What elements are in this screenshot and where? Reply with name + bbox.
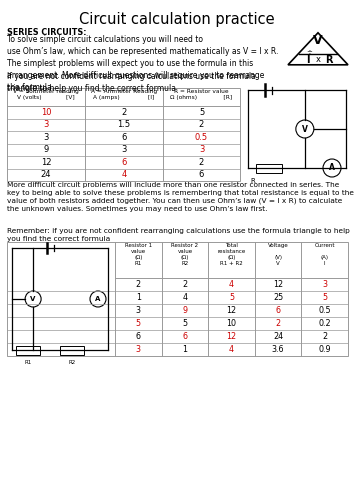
Text: 2: 2 [199, 158, 204, 167]
Text: 4: 4 [229, 280, 234, 289]
Text: 5: 5 [182, 319, 188, 328]
Circle shape [90, 291, 106, 307]
Text: 12: 12 [41, 158, 51, 167]
Text: Total
resistance
(Ω)
R1 + R2: Total resistance (Ω) R1 + R2 [217, 243, 246, 266]
Text: 0.9: 0.9 [318, 345, 331, 354]
Text: 24: 24 [41, 170, 51, 179]
Text: 12: 12 [273, 280, 283, 289]
Text: A: A [329, 164, 335, 172]
Circle shape [296, 120, 314, 138]
Text: 6: 6 [276, 306, 281, 315]
Text: 3: 3 [199, 145, 204, 154]
Text: R2: R2 [68, 360, 76, 364]
Text: V: V [30, 296, 36, 302]
Text: More difficult circuit problems will include more than one resistor connected in: More difficult circuit problems will inc… [7, 182, 354, 212]
Text: 3.6: 3.6 [272, 345, 284, 354]
Text: ÷: ÷ [306, 48, 312, 54]
Bar [256, 164, 282, 172]
Text: V: V [302, 124, 308, 134]
Text: 4: 4 [121, 170, 127, 179]
Text: 0.5: 0.5 [195, 132, 208, 142]
Text: A = Ammeter Reading
A (amps)               [I]: A = Ammeter Reading A (amps) [I] [91, 89, 157, 100]
Text: 6: 6 [121, 132, 127, 142]
Text: R: R [251, 178, 255, 184]
Text: 9: 9 [44, 145, 48, 154]
Text: 3: 3 [136, 306, 141, 315]
Text: x: x [315, 56, 320, 64]
Text: 2: 2 [199, 120, 204, 129]
Text: R: R [325, 55, 332, 65]
Text: 2: 2 [136, 280, 141, 289]
Text: Voltage

(V)
V: Voltage (V) V [268, 243, 289, 266]
Text: V: V [313, 34, 323, 48]
Text: V = Voltmeter reading
V (volts)             [V]: V = Voltmeter reading V (volts) [V] [13, 89, 79, 100]
Text: 10: 10 [41, 108, 51, 116]
Text: 1: 1 [136, 293, 141, 302]
Text: 2: 2 [275, 319, 281, 328]
Text: 5: 5 [322, 293, 327, 302]
Text: 1.5: 1.5 [118, 120, 131, 129]
Text: 3: 3 [43, 132, 49, 142]
Text: I: I [306, 55, 309, 65]
Text: 6: 6 [199, 170, 204, 179]
Text: Current

(A)
I: Current (A) I [314, 243, 335, 266]
Text: A: A [95, 296, 101, 302]
Text: 12: 12 [227, 332, 236, 341]
Text: 0.2: 0.2 [318, 319, 331, 328]
Text: 3: 3 [322, 280, 327, 289]
Text: To solve simple circuit calculations you will need to
use Ohm’s law, which can b: To solve simple circuit calculations you… [7, 36, 278, 92]
Text: Circuit calculation practice: Circuit calculation practice [79, 12, 275, 27]
Bar [7, 88, 240, 181]
Circle shape [25, 291, 41, 307]
Text: 1: 1 [182, 345, 187, 354]
Text: If you are not confident rearranging calculations use the formula
triangle to he: If you are not confident rearranging cal… [7, 72, 256, 93]
Text: 2: 2 [121, 108, 127, 116]
Text: Remember: if you are not confident rearranging calculations use the formula tria: Remember: if you are not confident rearr… [7, 228, 350, 242]
Text: 3: 3 [136, 345, 141, 354]
Text: R = Resistor value
Ω (ohms)              [R]: R = Resistor value Ω (ohms) [R] [170, 89, 233, 100]
Text: Resistor 1
value
(Ω)
R1: Resistor 1 value (Ω) R1 [125, 243, 152, 266]
Bar [7, 242, 348, 356]
Text: 0.5: 0.5 [318, 306, 331, 315]
Text: 4: 4 [229, 345, 234, 354]
Text: 10: 10 [227, 319, 236, 328]
Text: Resistor 2
value
(Ω)
R2: Resistor 2 value (Ω) R2 [171, 243, 199, 266]
Text: 24: 24 [273, 332, 283, 341]
Text: 2: 2 [182, 280, 188, 289]
Text: 9: 9 [182, 306, 188, 315]
Text: 3: 3 [121, 145, 127, 154]
Text: 5: 5 [229, 293, 234, 302]
Text: 4: 4 [182, 293, 187, 302]
Circle shape [323, 159, 341, 177]
Text: 2: 2 [322, 332, 327, 341]
Text: 12: 12 [227, 306, 236, 315]
Text: 5: 5 [199, 108, 204, 116]
Text: 6: 6 [136, 332, 141, 341]
Text: 5: 5 [136, 319, 141, 328]
Text: 25: 25 [273, 293, 283, 302]
Bar [60, 346, 84, 354]
Text: 3: 3 [43, 120, 49, 129]
Text: 6: 6 [121, 158, 127, 167]
Text: SERIES CIRCUITS:: SERIES CIRCUITS: [7, 28, 86, 37]
Bar [16, 346, 40, 354]
Text: R1: R1 [24, 360, 32, 364]
Text: 6: 6 [182, 332, 187, 341]
